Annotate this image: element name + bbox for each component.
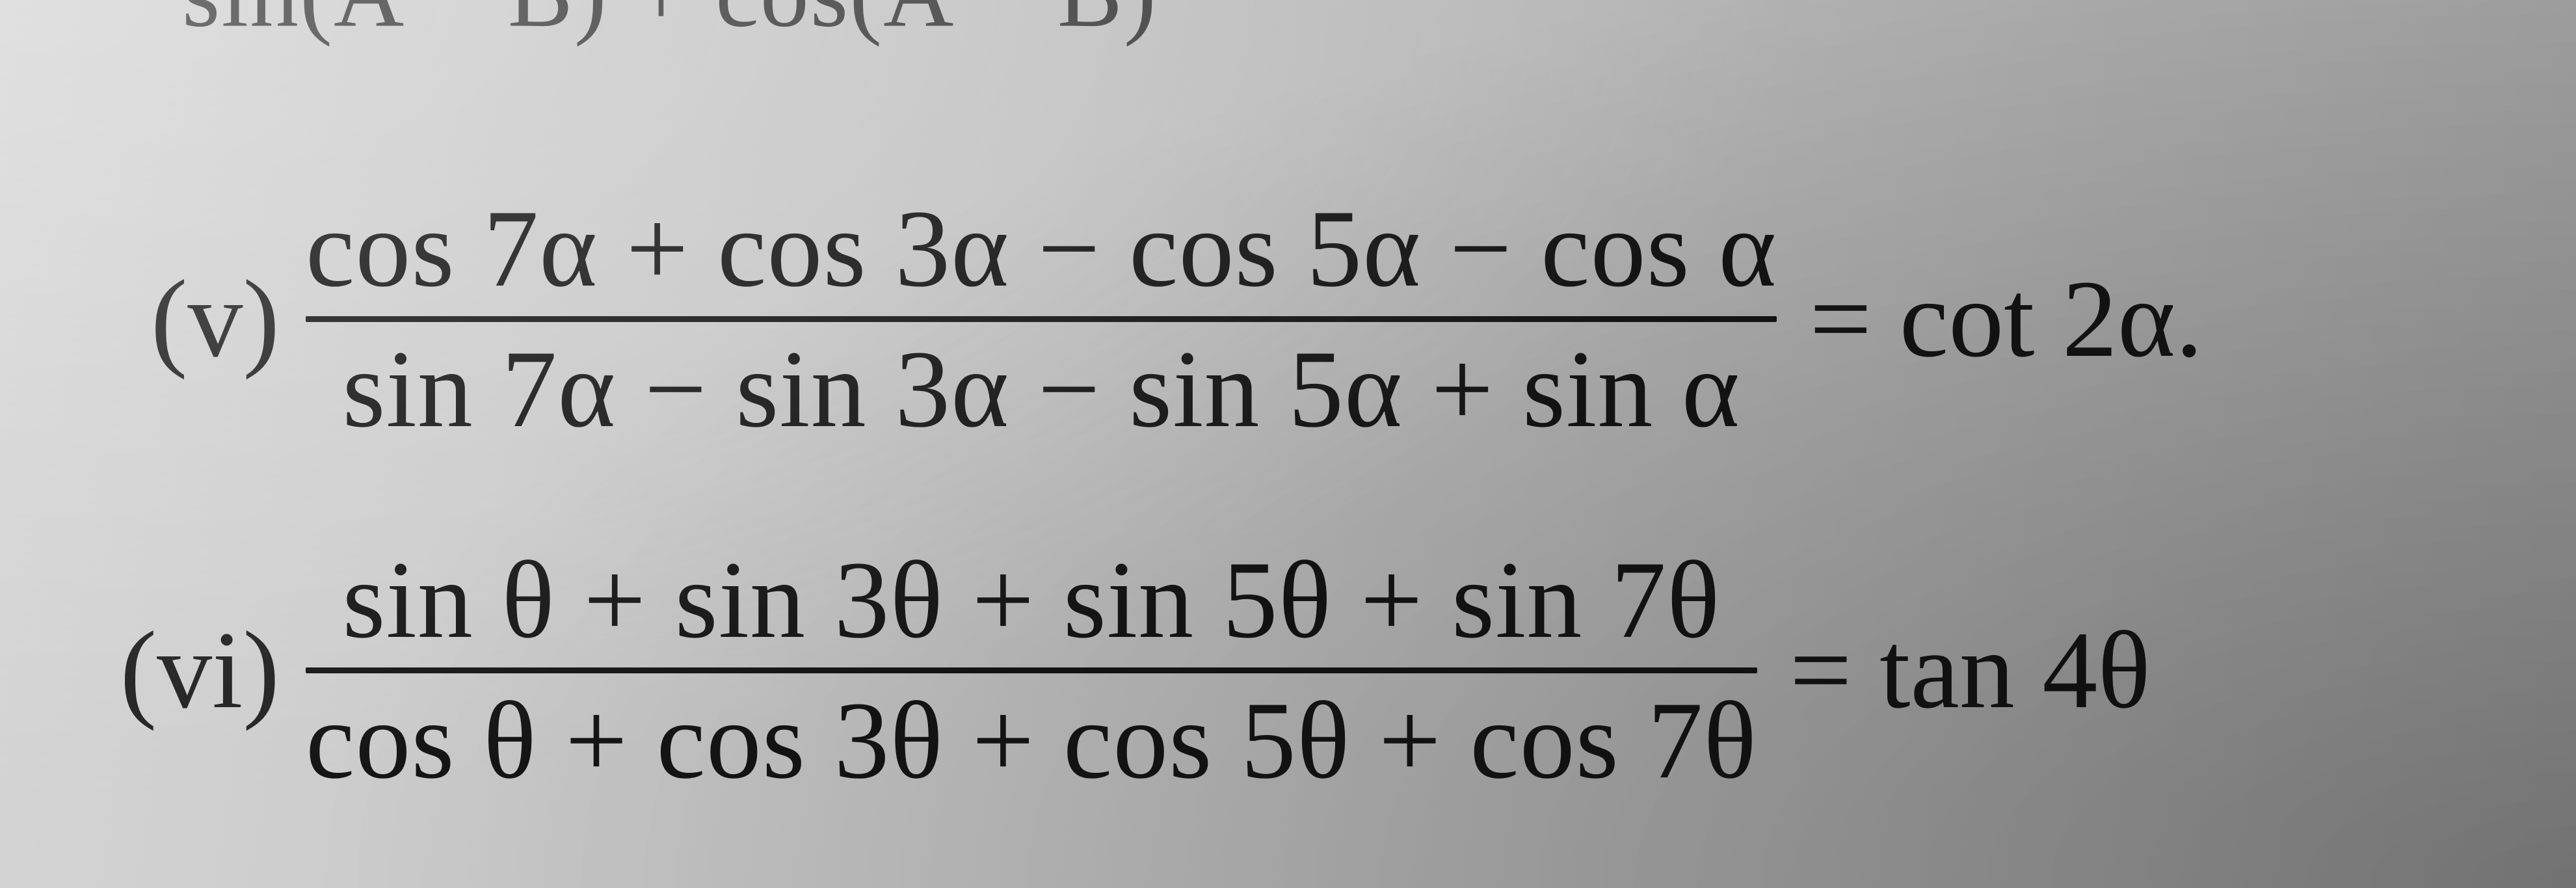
numerator: sin θ + sin 3θ + sin 5θ + sin 7θ: [342, 542, 1720, 658]
equation: sin θ + sin 3θ + sin 5θ + sin 7θ cos θ +…: [306, 542, 2151, 798]
top-cutoff-text: sin(A − B) + cos(A − B): [182, 0, 1158, 49]
item-label: (vi): [0, 607, 306, 734]
denominator: sin 7α − sin 3α − sin 5α + sin α: [342, 331, 1740, 448]
fraction-bar: [306, 667, 1757, 673]
fraction: cos 7α + cos 3α − cos 5α − cos α sin 7α …: [306, 191, 1777, 447]
equation-row-v: (v) cos 7α + cos 3α − cos 5α − cos α sin…: [0, 156, 2576, 481]
item-label: (v): [0, 256, 306, 383]
rhs: = tan 4θ: [1790, 607, 2151, 734]
numerator: cos 7α + cos 3α − cos 5α − cos α: [306, 191, 1777, 307]
denominator: cos θ + cos 3θ + cos 5θ + cos 7θ: [306, 682, 1757, 799]
equation: cos 7α + cos 3α − cos 5α − cos α sin 7α …: [306, 191, 2203, 447]
fraction: sin θ + sin 3θ + sin 5θ + sin 7θ cos θ +…: [306, 542, 1757, 798]
rhs: = cot 2α.: [1809, 256, 2203, 383]
fraction-bar: [306, 316, 1777, 322]
equation-row-vi: (vi) sin θ + sin 3θ + sin 5θ + sin 7θ co…: [0, 507, 2576, 833]
page: sin(A − B) + cos(A − B) (v) cos 7α + cos…: [0, 0, 2576, 888]
